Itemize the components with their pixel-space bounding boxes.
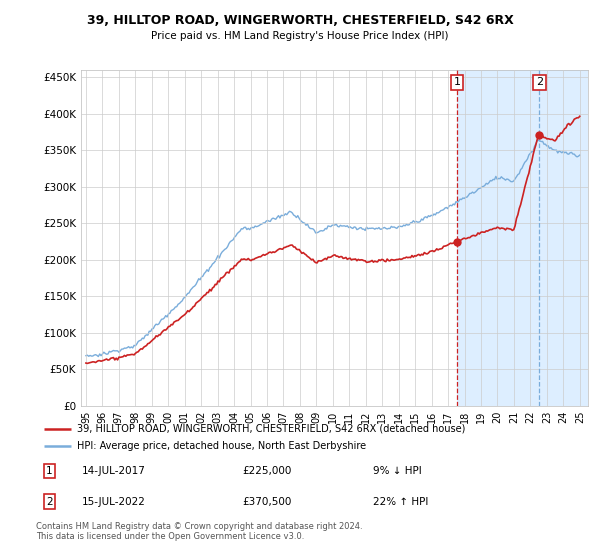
Text: 14-JUL-2017: 14-JUL-2017 bbox=[82, 466, 146, 476]
Text: 2: 2 bbox=[536, 77, 543, 87]
Text: 15-JUL-2022: 15-JUL-2022 bbox=[82, 497, 146, 507]
Text: HPI: Average price, detached house, North East Derbyshire: HPI: Average price, detached house, Nort… bbox=[77, 441, 366, 451]
Text: Contains HM Land Registry data © Crown copyright and database right 2024.
This d: Contains HM Land Registry data © Crown c… bbox=[36, 522, 362, 542]
Text: 9% ↓ HPI: 9% ↓ HPI bbox=[373, 466, 421, 476]
Text: 39, HILLTOP ROAD, WINGERWORTH, CHESTERFIELD, S42 6RX: 39, HILLTOP ROAD, WINGERWORTH, CHESTERFI… bbox=[86, 14, 514, 27]
Text: 1: 1 bbox=[46, 466, 53, 476]
Text: £370,500: £370,500 bbox=[242, 497, 292, 507]
Bar bbox=[539, 70, 588, 406]
Text: 2: 2 bbox=[46, 497, 53, 507]
Text: 1: 1 bbox=[454, 77, 460, 87]
Bar bbox=[457, 70, 539, 406]
Text: 22% ↑ HPI: 22% ↑ HPI bbox=[373, 497, 428, 507]
Text: £225,000: £225,000 bbox=[242, 466, 292, 476]
Text: Price paid vs. HM Land Registry's House Price Index (HPI): Price paid vs. HM Land Registry's House … bbox=[151, 31, 449, 41]
Text: 39, HILLTOP ROAD, WINGERWORTH, CHESTERFIELD, S42 6RX (detached house): 39, HILLTOP ROAD, WINGERWORTH, CHESTERFI… bbox=[77, 423, 465, 433]
